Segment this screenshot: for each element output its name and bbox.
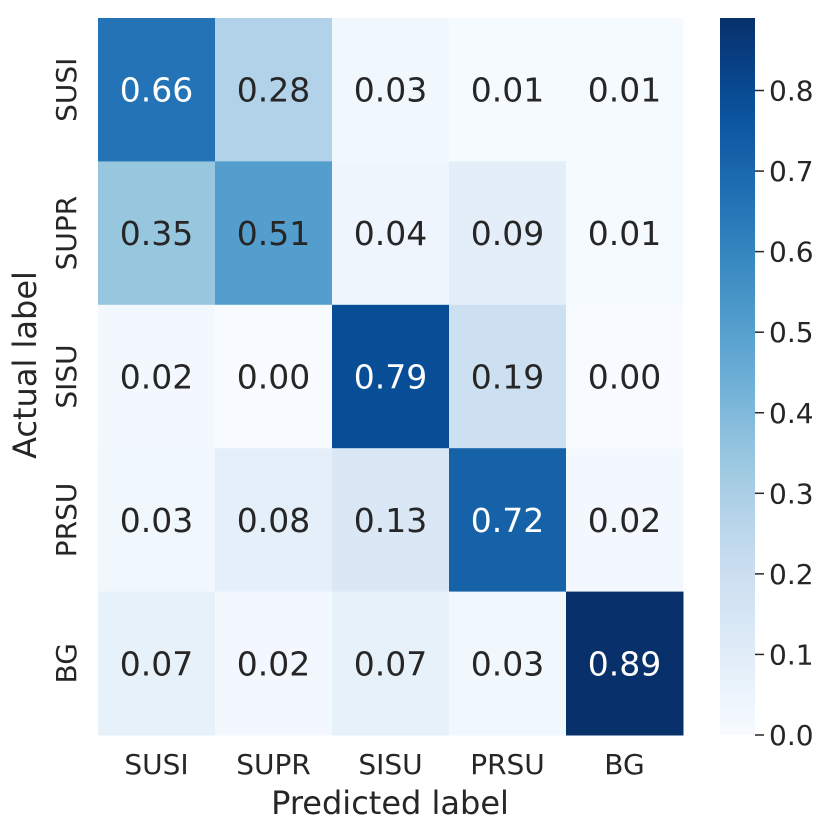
heatmap-cell — [98, 161, 216, 306]
heatmap-cell-label: 0.35 — [120, 214, 193, 253]
heatmap-cell — [449, 18, 567, 162]
heatmap-cell-label: 0.01 — [471, 71, 544, 110]
heatmap-cell-label: 0.01 — [588, 71, 661, 110]
heatmap-cell-label: 0.03 — [120, 501, 193, 540]
heatmap-cell — [98, 448, 216, 593]
heatmap-cell-label: 0.89 — [588, 644, 661, 683]
y-tick-label: SUPR — [50, 196, 83, 271]
y-tick-label: PRSU — [50, 483, 83, 558]
heatmap-cell — [98, 18, 216, 162]
heatmap-cell-label: 0.02 — [237, 644, 310, 683]
y-axis-tick-labels: SUSI SUPR SISU PRSU BG — [50, 58, 83, 684]
heatmap-cell — [332, 448, 450, 593]
x-tick-label: SUPR — [236, 748, 311, 781]
heatmap-cell — [215, 161, 333, 306]
heatmap-cell — [332, 18, 450, 162]
heatmap-cell — [566, 304, 684, 449]
heatmap-cell-label: 0.02 — [588, 501, 661, 540]
x-tick-label: PRSU — [470, 748, 545, 781]
heatmap-cell-label: 0.08 — [237, 501, 310, 540]
heatmap-cell-label: 0.66 — [120, 71, 193, 110]
heatmap-cell — [332, 161, 450, 306]
heatmap-cell-label: 0.03 — [471, 644, 544, 683]
heatmap-cell-label: 0.00 — [237, 358, 310, 397]
colorbar-tick-label: 0.7 — [769, 155, 814, 188]
heatmap-cell — [566, 18, 684, 162]
colorbar-ticks: 0.0 0.1 0.2 0.3 0.4 0.5 0.6 0.7 0.8 — [755, 75, 814, 752]
heatmap-cell-label: 0.72 — [471, 501, 544, 540]
heatmap-cell-label: 0.02 — [120, 358, 193, 397]
x-axis-tick-labels: SUSI SUPR SISU PRSU BG — [124, 748, 644, 781]
heatmap-cell — [215, 304, 333, 449]
colorbar-tick-label: 0.5 — [769, 316, 814, 349]
colorbar-tick-label: 0.4 — [769, 397, 814, 430]
heatmap-cell-label: 0.07 — [354, 644, 427, 683]
colorbar-tick-label: 0.2 — [769, 558, 814, 591]
heatmap-cell — [215, 448, 333, 593]
y-tick-label: SISU — [50, 344, 83, 408]
colorbar-tick-label: 0.1 — [769, 638, 814, 671]
heatmap-cell — [98, 591, 216, 736]
heatmap-cell-label: 0.79 — [354, 358, 427, 397]
colorbar-tick-label: 0.0 — [769, 719, 814, 752]
heatmap-cell-label: 0.07 — [120, 644, 193, 683]
heatmap-cell-labels: 0.66 0.28 0.03 0.01 0.01 0.35 0.51 0.04 0.09 0.01… — [120, 71, 661, 684]
heatmap-cell-label: 0.13 — [354, 501, 427, 540]
heatmap-cell — [449, 304, 567, 449]
heatmap-cell-label: 0.09 — [471, 214, 544, 253]
x-axis-title: Predicted label — [271, 784, 509, 822]
heatmap-cell-label: 0.04 — [354, 214, 427, 253]
heatmap-cell-label: 0.19 — [471, 358, 544, 397]
y-tick-label: SUSI — [50, 58, 83, 122]
colorbar-tick-label: 0.8 — [769, 75, 814, 108]
colorbar — [720, 18, 755, 735]
x-tick-label: BG — [604, 748, 644, 781]
heatmap-cell-label: 0.01 — [588, 214, 661, 253]
x-tick-label: SUSI — [124, 748, 188, 781]
heatmap-cell — [215, 18, 333, 162]
heatmap-cell — [449, 591, 567, 736]
heatmap-cell — [449, 448, 567, 593]
x-tick-label: SISU — [358, 748, 422, 781]
heatmap-cell — [566, 591, 684, 736]
heatmap-cell — [566, 448, 684, 593]
heatmap-cell-label: 0.28 — [237, 71, 310, 110]
heatmap-cells — [98, 18, 684, 736]
heatmap-cell — [332, 591, 450, 736]
heatmap-cell — [332, 304, 450, 449]
colorbar-tick-label: 0.6 — [769, 236, 814, 269]
heatmap-cell-label: 0.00 — [588, 358, 661, 397]
heatmap-cell-label: 0.51 — [237, 214, 310, 253]
y-tick-label: BG — [50, 643, 83, 683]
heatmap-cell — [449, 161, 567, 306]
heatmap-cell — [98, 304, 216, 449]
colorbar-tick-label: 0.3 — [769, 477, 814, 510]
heatmap-cell — [215, 591, 333, 736]
heatmap-cell-label: 0.03 — [354, 71, 427, 110]
heatmap-cell — [566, 161, 684, 306]
y-axis-title: Actual label — [6, 271, 44, 459]
